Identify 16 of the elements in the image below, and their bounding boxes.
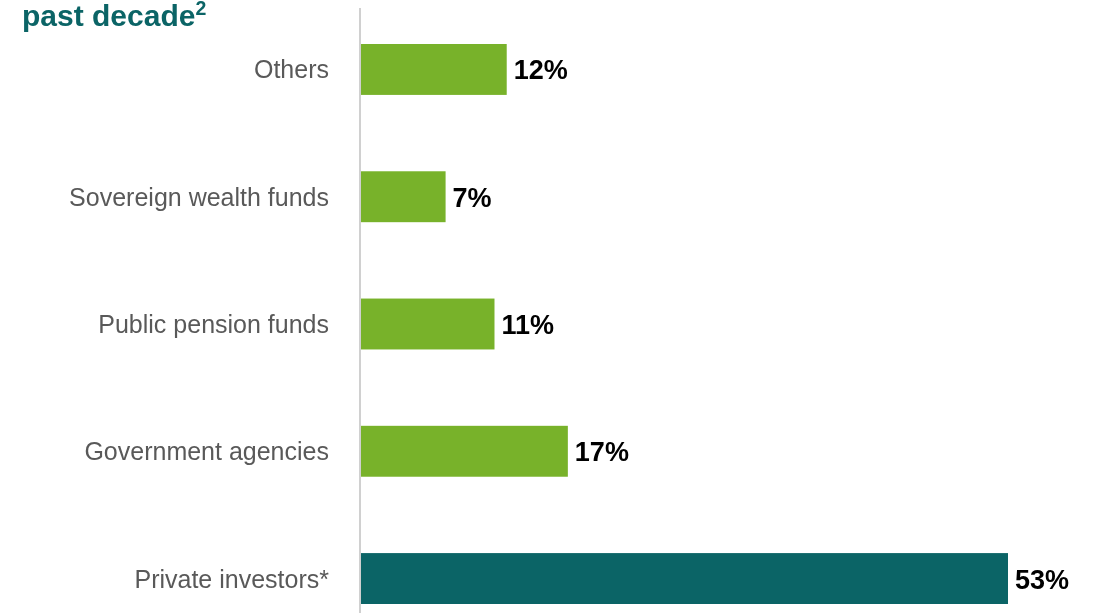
bar — [360, 425, 568, 477]
y-tick-label: Public pension funds — [98, 310, 329, 338]
bar — [360, 44, 507, 95]
y-tick-label: Sovereign wealth funds — [69, 182, 329, 211]
y-tick-label: Others — [253, 55, 329, 84]
y-tick-label: Private investors* — [134, 564, 330, 593]
data-label: 17% — [574, 437, 629, 468]
data-label: 53% — [1015, 564, 1070, 595]
bar — [360, 298, 495, 350]
bar — [360, 171, 446, 223]
bar — [360, 553, 1008, 604]
data-label: 12% — [513, 55, 568, 86]
text: past decade$^{2}$ — [22, 0, 207, 32]
data-label: 11% — [501, 310, 555, 340]
data-label: 7% — [452, 182, 492, 213]
y-tick-label: Government agencies — [84, 437, 329, 466]
